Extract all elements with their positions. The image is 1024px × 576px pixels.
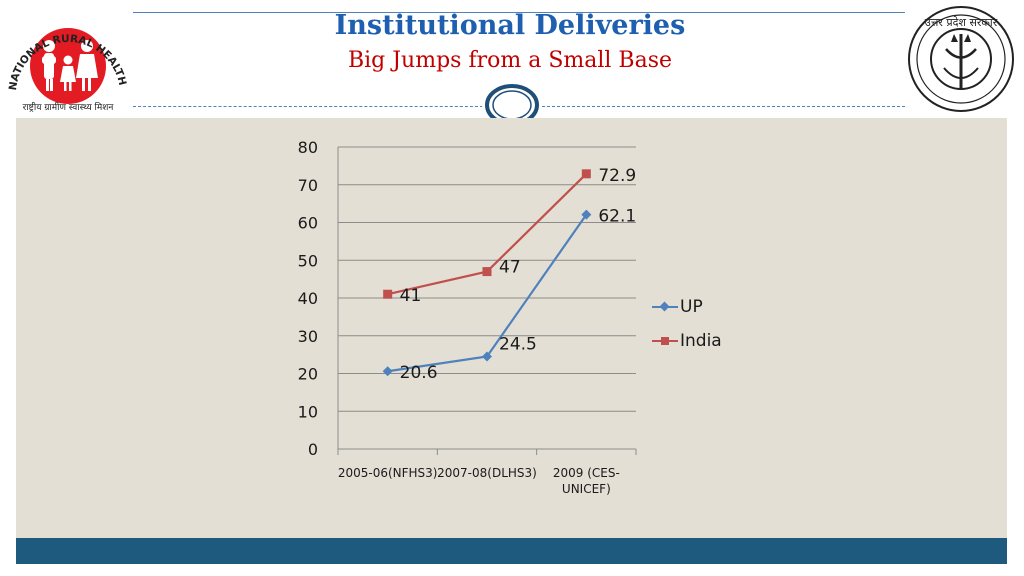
series-line-india (387, 173, 588, 296)
divider-left (133, 106, 483, 107)
y-tick-label: 70 (298, 176, 318, 195)
data-label-india: 47 (499, 258, 521, 278)
legend-label-india: India (680, 331, 722, 351)
x-tick-label: 2007-08(DLHS3) (437, 466, 537, 480)
footer-bar (16, 538, 1007, 564)
up-govt-emblem: उत्तर प्रदेश सरकार (908, 6, 1014, 112)
data-label-up: 62.1 (598, 207, 636, 227)
data-label-india: 41 (400, 286, 422, 306)
data-label-up: 20.6 (400, 363, 438, 383)
y-tick-label: 40 (298, 289, 318, 308)
data-point-india (383, 289, 393, 299)
y-tick-label: 30 (298, 327, 318, 346)
page-title: Institutional Deliveries (334, 10, 686, 41)
legend-label-up: UP (680, 297, 703, 317)
data-point-up (382, 366, 393, 377)
data-point-india (482, 267, 492, 277)
y-tick-label: 20 (298, 365, 318, 384)
y-tick-label: 50 (298, 251, 318, 270)
chart-legend: UP India (652, 290, 722, 358)
header: NATIONAL RURAL HEALTH MISSION राष्ट्रीय … (0, 0, 1024, 128)
y-tick-label: 0 (308, 440, 318, 459)
content-panel (16, 118, 1007, 538)
data-label-up: 24.5 (499, 335, 537, 355)
emblem-text: उत्तर प्रदेश सरकार (925, 16, 998, 29)
y-tick-label: 80 (298, 138, 318, 157)
legend-swatch-up (652, 300, 678, 314)
y-tick-label: 60 (298, 214, 318, 233)
legend-item-up: UP (652, 290, 722, 324)
data-point-up (581, 209, 592, 220)
data-point-up (482, 351, 492, 362)
x-tick-label: 2005-06(NFHS3) (338, 466, 438, 480)
nrhm-logo: NATIONAL RURAL HEALTH MISSION राष्ट्रीय … (2, 2, 129, 113)
legend-swatch-india (652, 334, 678, 348)
legend-item-india: India (652, 324, 722, 358)
x-tick-label: 2009 (CES-UNICEF) (553, 466, 620, 496)
page-subtitle: Big Jumps from a Small Base (347, 48, 673, 73)
data-label-india: 72.9 (598, 166, 636, 186)
top-rule (133, 12, 905, 13)
divider-right (542, 106, 905, 107)
y-tick-label: 10 (298, 402, 318, 421)
data-point-india (581, 169, 591, 179)
logo-hindi-text: राष्ट्रीय ग्रामीण स्वास्थ्य मिशन (23, 101, 115, 113)
